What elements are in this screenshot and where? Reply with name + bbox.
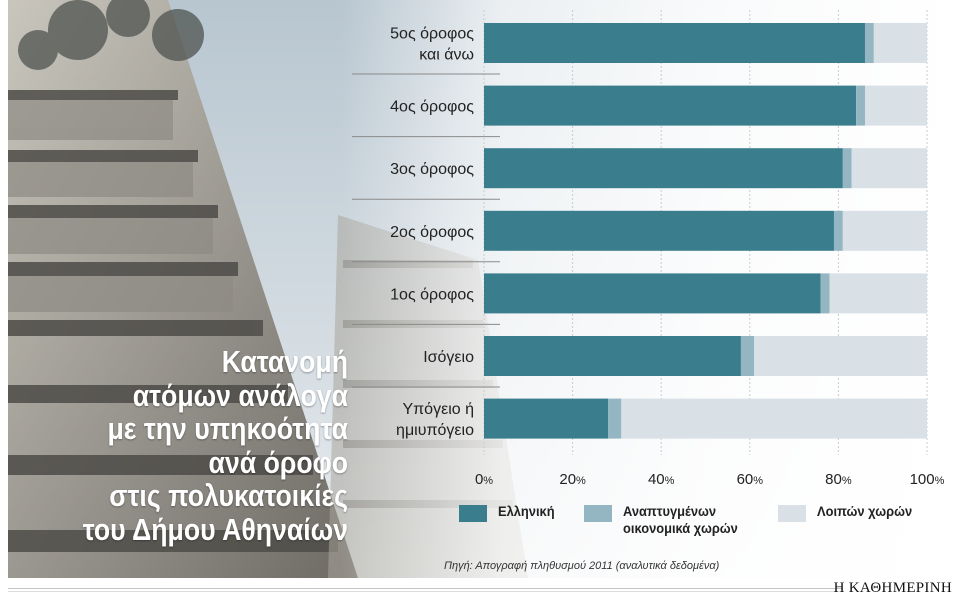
bar-segment: [754, 336, 927, 376]
category-label: 1ος όροφος: [390, 286, 474, 303]
bar-segment: [842, 148, 852, 189]
legend-label: Λοιπών χωρών: [817, 503, 913, 519]
publisher-logo: Η ΚΑΘΗΜΕΡΙΝΗ: [833, 580, 952, 596]
legend-item-developing: Αναπτυγμένων οικονομικά χωρών: [584, 503, 748, 537]
category-label: 3ος όροφος: [390, 161, 474, 178]
footer-rule: [8, 591, 843, 592]
source-note: Πηγή: Απογραφή πληθυσμού 2011 (αναλυτικά…: [444, 560, 720, 572]
bar-segment: [851, 148, 927, 189]
bar-segment: [608, 398, 622, 439]
title-line: Κατανομή: [221, 344, 348, 379]
title-line: με την υπηκοότητα: [107, 411, 348, 446]
legend-label: Αναπτυγμένων οικονομικά χωρών: [623, 503, 738, 536]
bar-segment: [484, 336, 741, 376]
category-label: 4ος όροφος: [390, 99, 474, 116]
x-tick-label: 0%: [475, 471, 493, 488]
title-line: του Δήμου Αθηναίων: [82, 511, 348, 547]
footer-rule: [8, 588, 843, 589]
bar-segment: [484, 398, 609, 439]
legend-item-other: Λοιπών χωρών: [778, 503, 920, 522]
bar-segment: [829, 273, 927, 314]
title-line: ατόμων ανάλογα: [132, 377, 348, 413]
legend-swatch-other: [778, 505, 806, 522]
x-tick-label: 60%: [737, 471, 764, 488]
legend-swatch-greek: [459, 505, 487, 522]
category-label: και άνω: [419, 47, 474, 64]
x-tick-label: 80%: [825, 471, 852, 488]
chart-title: Κατανομή ατόμων ανάλογα με την υπηκοότητ…: [57, 345, 348, 546]
title-line: στις πολυκατοικίες: [109, 478, 348, 513]
bar-segment: [484, 273, 821, 314]
bar-segment: [833, 210, 843, 251]
x-tick-label: 100%: [910, 471, 945, 488]
bar-segment: [484, 85, 857, 126]
category-label: Ισόγειο: [423, 349, 474, 366]
category-label: 2ος όροφος: [390, 224, 474, 241]
bar-segment: [820, 273, 830, 314]
category-label: ημιυπόγειο: [396, 422, 474, 439]
legend-label: Ελληνική: [498, 503, 555, 519]
bar-segment: [484, 210, 834, 251]
x-tick-label: 40%: [648, 471, 675, 488]
bar-segment: [864, 85, 927, 126]
bar-segment: [621, 398, 927, 439]
x-tick-label: 20%: [559, 471, 586, 488]
bar-segment: [864, 23, 874, 63]
bar-segment: [856, 85, 865, 126]
legend-swatch-developing: [584, 505, 612, 522]
legend-item-greek: Ελληνική: [459, 503, 560, 522]
bar-segment: [484, 148, 843, 189]
category-label: Υπόγειο ή: [402, 401, 474, 418]
bar-segment: [484, 23, 865, 63]
category-label: 5ος όροφος: [390, 26, 474, 43]
bar-segment: [873, 23, 927, 63]
title-line: ανά όροφο: [208, 444, 348, 480]
bar-segment: [740, 336, 755, 376]
bar-segment: [842, 210, 927, 251]
